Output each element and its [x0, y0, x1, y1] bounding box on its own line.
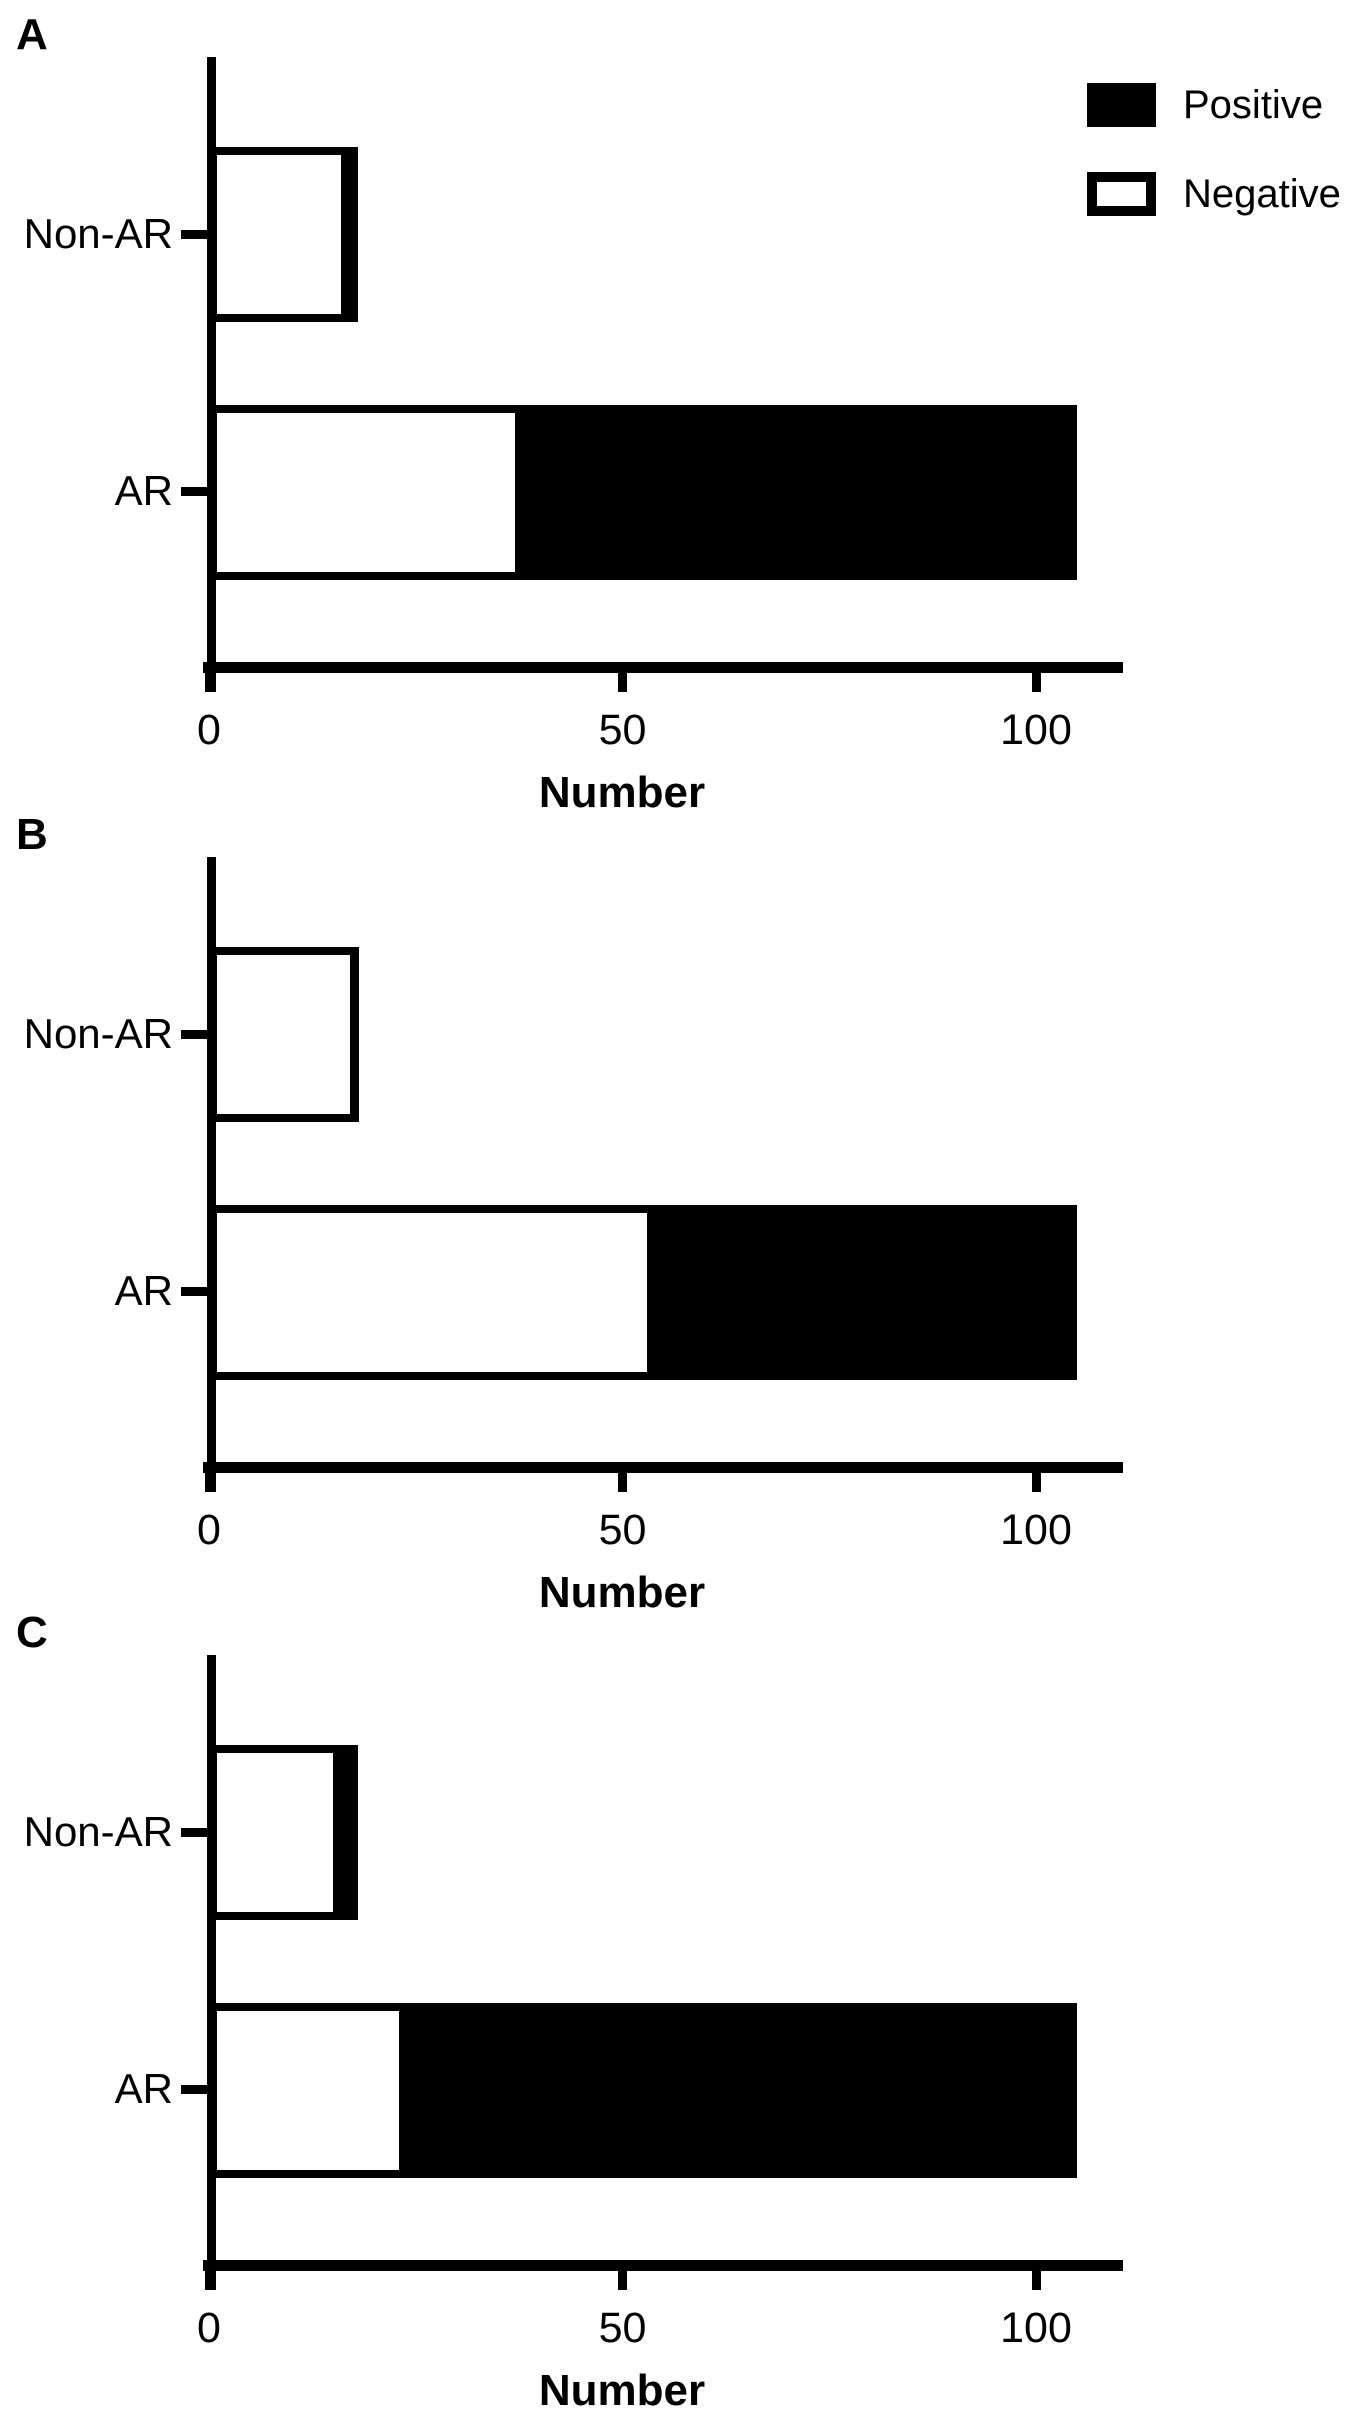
- category-label-0: Non-AR: [23, 1808, 173, 1855]
- x-tick-50: [618, 2271, 627, 2290]
- bar-segment-positive: [341, 147, 358, 322]
- category-tick-0: [181, 229, 209, 239]
- bar-ar: [209, 2003, 1078, 2178]
- x-tick-100: [1031, 2271, 1041, 2290]
- panel-c: C 0 50 100 Number Non-AR AR: [0, 1598, 1357, 2415]
- category-tick-1: [181, 2084, 209, 2094]
- bar-ar: [209, 1205, 1078, 1380]
- x-axis-title: Number: [538, 768, 706, 817]
- x-tick-label-100: 100: [1000, 1506, 1072, 1554]
- x-tick-label-0: 0: [197, 2304, 221, 2352]
- bar-ar: [209, 405, 1078, 580]
- category-label-0: Non-AR: [23, 1010, 173, 1057]
- panel-a-label: A: [16, 10, 48, 59]
- x-tick-50: [618, 1473, 627, 1492]
- category-tick-1: [181, 1286, 209, 1296]
- bar-non-ar: [209, 947, 358, 1122]
- x-tick-100: [1031, 673, 1041, 692]
- x-tick-50: [618, 673, 627, 692]
- x-tick-0: [204, 1473, 214, 1492]
- category-label-0: Non-AR: [23, 210, 173, 257]
- x-axis-title: Number: [538, 1568, 706, 1617]
- x-tick-label-100: 100: [1000, 706, 1072, 754]
- category-tick-0: [181, 1029, 209, 1039]
- legend-swatch-positive: [1087, 83, 1156, 127]
- panel-c-label: C: [16, 1608, 48, 1657]
- x-axis-title: Number: [538, 2366, 706, 2415]
- legend-label-negative: Negative: [1183, 172, 1341, 216]
- x-tick-label-50: 50: [598, 2304, 647, 2352]
- x-tick-0: [204, 673, 214, 692]
- x-tick-0: [204, 2271, 214, 2290]
- x-tick-label-0: 0: [197, 1506, 221, 1554]
- category-tick-1: [181, 486, 209, 496]
- y-axis: [207, 1655, 216, 2290]
- bar-segment-positive: [332, 1745, 358, 1920]
- category-label-1: AR: [114, 2065, 173, 2112]
- legend-swatch-negative: [1087, 172, 1156, 216]
- panel-a: A 0 50 100 Number Non-AR AR Positive Negative: [0, 0, 1357, 817]
- bar-segment-positive: [514, 405, 1078, 580]
- legend-label-positive: Positive: [1183, 83, 1324, 127]
- panel-b: B 0 50 100 Number Non-AR AR: [0, 800, 1357, 1617]
- x-tick-100: [1031, 1473, 1041, 1492]
- x-axis: [203, 662, 1123, 673]
- x-axis: [203, 2260, 1123, 2271]
- category-tick-0: [181, 1827, 209, 1837]
- category-label-1: AR: [114, 467, 173, 514]
- panel-b-label: B: [16, 810, 48, 859]
- x-tick-label-100: 100: [1000, 2304, 1072, 2352]
- bar-non-ar: [209, 147, 358, 322]
- bar-non-ar: [209, 1745, 358, 1920]
- y-axis: [207, 857, 216, 1492]
- x-tick-label-50: 50: [598, 706, 647, 754]
- bar-segment-positive: [647, 1205, 1078, 1380]
- x-tick-label-50: 50: [598, 1506, 647, 1554]
- panel-c-plot-area: 0 50 100 Number Non-AR AR: [0, 1598, 1357, 2415]
- y-axis: [207, 57, 216, 692]
- x-axis: [203, 1462, 1123, 1473]
- category-label-1: AR: [114, 1267, 173, 1314]
- panel-b-plot-area: 0 50 100 Number Non-AR AR: [0, 800, 1357, 1617]
- bar-segment-positive: [398, 2003, 1078, 2178]
- x-tick-label-0: 0: [197, 706, 221, 754]
- panel-a-plot-area: 0 50 100 Number Non-AR AR Positive Negative: [0, 0, 1357, 817]
